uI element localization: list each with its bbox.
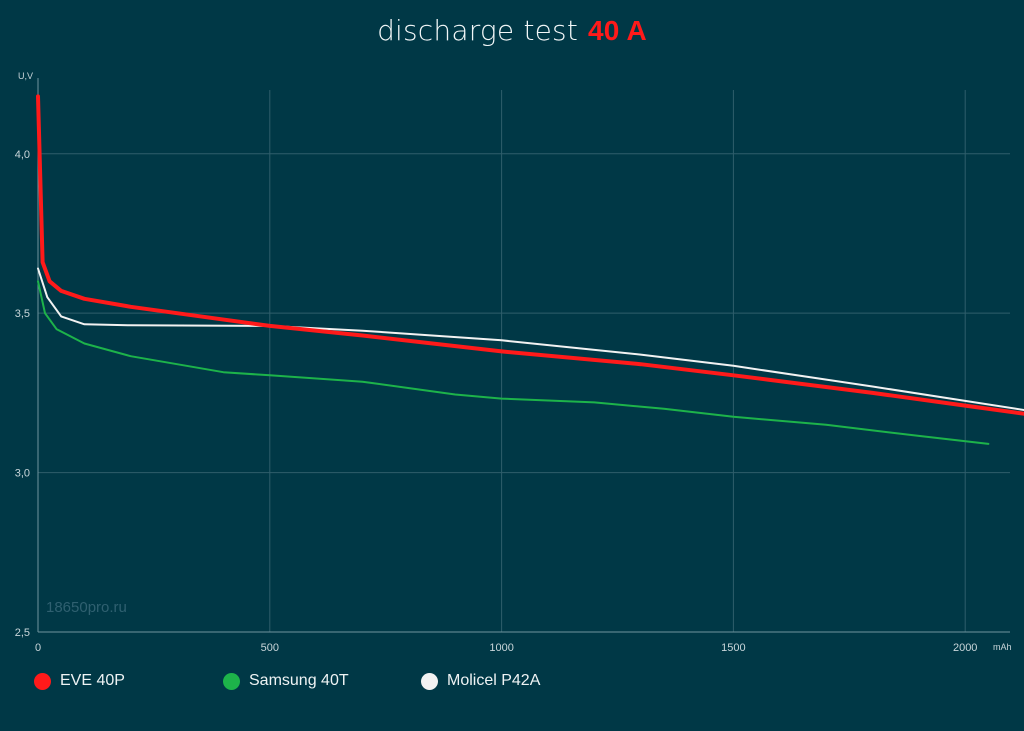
chart-title-text: discharge test — [377, 14, 579, 47]
legend-item-eve-40p[interactable]: EVE 40P — [34, 672, 125, 690]
legend-swatch — [421, 672, 438, 690]
chart-title-accent: 40 A — [588, 15, 647, 46]
series-line-samsung-40t — [37, 280, 990, 445]
chart-title: discharge test 40 A — [0, 14, 1024, 47]
x-tick-label: 1000 — [489, 642, 513, 654]
y-axis-label: U,V — [18, 71, 33, 81]
y-tick-label: 3,0 — [15, 468, 30, 480]
y-tick-labels: 2,5 3,0 3,5 4,0 — [15, 149, 30, 639]
series-lines — [36, 94, 1024, 445]
x-tick-label: 2000 — [953, 642, 977, 654]
series-line-eve-40p — [36, 94, 1024, 416]
series-line-molicel-p42a — [37, 267, 1024, 411]
x-tick-labels: 05001000150020002500300035004000 — [35, 642, 978, 654]
legend-swatch — [34, 672, 51, 690]
legend-item-samsung-40t[interactable]: Samsung 40T — [223, 672, 349, 690]
x-tick-label: 500 — [261, 642, 279, 654]
grid-lines — [38, 90, 1010, 633]
legend: EVE 40P Samsung 40T Molicel P42A — [0, 672, 1024, 696]
x-axis-label: mAh — [993, 642, 1012, 652]
legend-label: EVE 40P — [60, 672, 125, 689]
watermark: 18650pro.ru — [46, 599, 127, 616]
x-tick-label: 0 — [35, 642, 41, 654]
y-tick-label: 3,5 — [15, 308, 30, 320]
legend-swatch — [223, 672, 240, 690]
y-tick-label: 4,0 — [15, 149, 30, 161]
legend-label: Samsung 40T — [249, 672, 349, 689]
x-tick-label: 1500 — [721, 642, 745, 654]
legend-label: Molicel P42A — [447, 672, 541, 689]
legend-item-molicel-p42a[interactable]: Molicel P42A — [421, 672, 540, 690]
y-tick-label: 2,5 — [15, 627, 30, 639]
